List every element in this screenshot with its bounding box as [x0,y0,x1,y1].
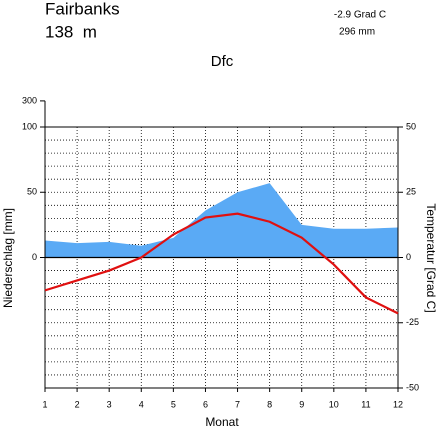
y2-tick-label: 25 [406,187,416,197]
x-tick-label: 9 [299,399,304,409]
x-tick-label: 6 [203,399,208,409]
y2-axis-label: Temperatur [Grad C] [424,203,438,312]
x-tick-label: 10 [329,399,339,409]
x-tick-label: 11 [361,399,370,409]
x-tick-label: 4 [139,399,144,409]
y-axis-label: Niederschlag [mm] [1,208,15,308]
x-tick-label: 2 [75,399,80,409]
x-axis-label: Monat [205,415,239,429]
x-tick-label: 3 [107,399,112,409]
y-tick-label: 0 [32,252,37,262]
y-tick-label: 300 [22,95,37,105]
annotation: 296 mm [339,27,375,38]
y-tick-label: 50 [27,187,37,197]
x-tick-label: 12 [393,399,403,409]
temperature-line [44,212,399,315]
chart-title: Fairbanks [45,0,120,18]
y2-tick-label: 0 [406,252,411,262]
plot-frame [44,126,399,389]
y2-tick-label: -25 [406,317,419,327]
x-tick-label: 8 [267,399,272,409]
chart-subtitle: 138 m [45,22,97,41]
annotation: -2.9 Grad C [334,10,386,21]
x-tick-label: 1 [42,399,47,409]
x-tick-label: 7 [235,399,240,409]
precipitation-area [45,183,398,258]
y-tick-label: 100 [22,121,37,131]
y2-tick-label: 50 [406,121,416,131]
y2-tick-label: -50 [406,382,419,392]
annotation: Dfc [211,53,234,70]
x-tick-label: 5 [171,399,176,409]
